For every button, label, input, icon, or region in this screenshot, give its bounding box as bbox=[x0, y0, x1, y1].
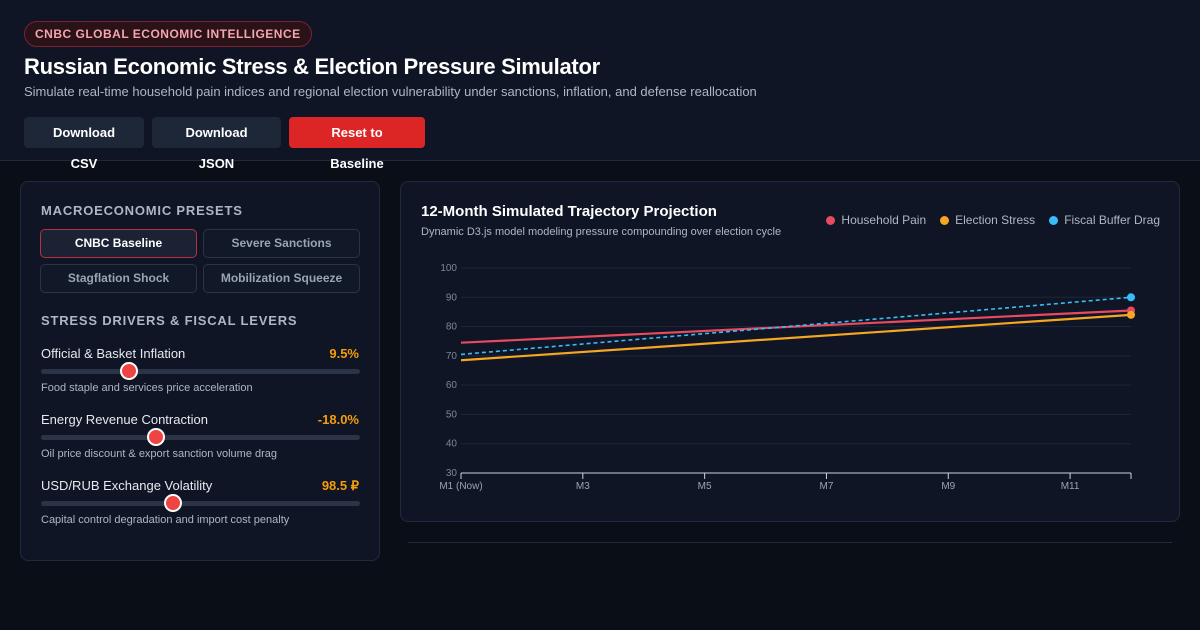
fx-slider[interactable] bbox=[41, 494, 360, 512]
x-tick-label: M1 (Now) bbox=[439, 481, 482, 492]
y-tick-label: 90 bbox=[446, 292, 458, 303]
energy-slider-thumb[interactable] bbox=[146, 428, 165, 446]
slider-desc-inflation: Food staple and services price accelerat… bbox=[41, 382, 253, 394]
page-title: Russian Economic Stress & Election Press… bbox=[24, 54, 600, 79]
header: CNBC GLOBAL ECONOMIC INTELLIGENCE Russia… bbox=[0, 0, 1200, 171]
inflation-slider[interactable] bbox=[41, 362, 360, 380]
legend-item-fiscal[interactable]: Fiscal Buffer Drag bbox=[1049, 213, 1160, 227]
chart-legend: Household Pain Election Stress Fiscal Bu… bbox=[826, 213, 1160, 227]
legend-dot-household bbox=[826, 215, 836, 225]
reset-baseline-button[interactable]: Reset to Baseline bbox=[289, 117, 425, 171]
y-tick-label: 70 bbox=[446, 351, 458, 362]
preset-mobilization-squeeze[interactable]: Mobilization Squeeze bbox=[203, 264, 360, 293]
y-tick-label: 60 bbox=[446, 380, 458, 391]
preset-severe-sanctions[interactable]: Severe Sanctions bbox=[203, 229, 360, 258]
fx-slider-thumb[interactable] bbox=[164, 494, 183, 512]
y-tick-label: 100 bbox=[440, 263, 457, 274]
legend-label-household: Household Pain bbox=[841, 213, 927, 227]
preset-stagflation-shock[interactable]: Stagflation Shock bbox=[40, 264, 197, 293]
slider-value-energy: -18.0% bbox=[317, 412, 359, 427]
legend-label-fiscal: Fiscal Buffer Drag bbox=[1064, 213, 1160, 227]
chart-title: 12-Month Simulated Trajectory Projection bbox=[421, 203, 717, 220]
inflation-slider-thumb[interactable] bbox=[119, 362, 138, 380]
slider-label-fx: USD/RUB Exchange Volatility bbox=[41, 478, 213, 493]
energy-slider[interactable] bbox=[41, 428, 360, 446]
y-tick-label: 30 bbox=[446, 468, 458, 479]
x-tick-label: M9 bbox=[941, 481, 955, 492]
series-end-point-1 bbox=[1127, 310, 1135, 319]
trajectory-chart: 100 90 80 70 60 50 40 30 M1 (Now) M3 M5 M7 M9 M11 bbox=[439, 263, 1135, 492]
y-tick-label: 40 bbox=[446, 439, 458, 450]
preset-cnbc-baseline[interactable]: CNBC Baseline bbox=[40, 229, 197, 258]
drivers-title: STRESS DRIVERS & FISCAL LEVERS bbox=[41, 313, 298, 328]
legend-label-election: Election Stress bbox=[955, 213, 1036, 227]
x-tick-label: M7 bbox=[820, 481, 834, 492]
page-subtitle: Simulate real-time household pain indice… bbox=[24, 84, 757, 99]
y-tick-label: 80 bbox=[446, 322, 458, 333]
legend-item-election[interactable]: Election Stress bbox=[940, 213, 1035, 227]
section-divider bbox=[408, 542, 1172, 543]
chart-subtitle: Dynamic D3.js model modeling pressure co… bbox=[421, 226, 782, 238]
series-line-1 bbox=[460, 313, 1132, 362]
x-tick-label: M3 bbox=[576, 481, 590, 492]
slider-value-inflation: 9.5% bbox=[329, 346, 359, 361]
legend-dot-fiscal bbox=[1049, 215, 1059, 225]
download-json-button[interactable]: Download JSON bbox=[152, 117, 281, 171]
slider-label-inflation: Official & Basket Inflation bbox=[41, 346, 186, 361]
download-csv-button[interactable]: Download CSV bbox=[24, 117, 144, 171]
x-tick-label: M11 bbox=[1061, 481, 1080, 492]
presets-title: MACROECONOMIC PRESETS bbox=[41, 203, 243, 218]
series-line-2 bbox=[460, 296, 1132, 356]
legend-dot-election bbox=[940, 215, 950, 225]
controls-panel: MACROECONOMIC PRESETS CNBC Baseline Seve… bbox=[20, 181, 380, 561]
series-end-point-2 bbox=[1127, 293, 1135, 302]
chart-panel: 12-Month Simulated Trajectory Projection… bbox=[400, 181, 1180, 522]
brand-badge: CNBC GLOBAL ECONOMIC INTELLIGENCE bbox=[24, 21, 312, 47]
x-tick-label: M5 bbox=[698, 481, 712, 492]
slider-value-fx: 98.5 ₽ bbox=[321, 478, 359, 493]
slider-desc-fx: Capital control degradation and import c… bbox=[41, 514, 290, 526]
slider-label-energy: Energy Revenue Contraction bbox=[41, 412, 208, 427]
y-tick-label: 50 bbox=[446, 409, 458, 420]
slider-desc-energy: Oil price discount & export sanction vol… bbox=[41, 448, 278, 460]
legend-item-household[interactable]: Household Pain bbox=[826, 213, 926, 227]
